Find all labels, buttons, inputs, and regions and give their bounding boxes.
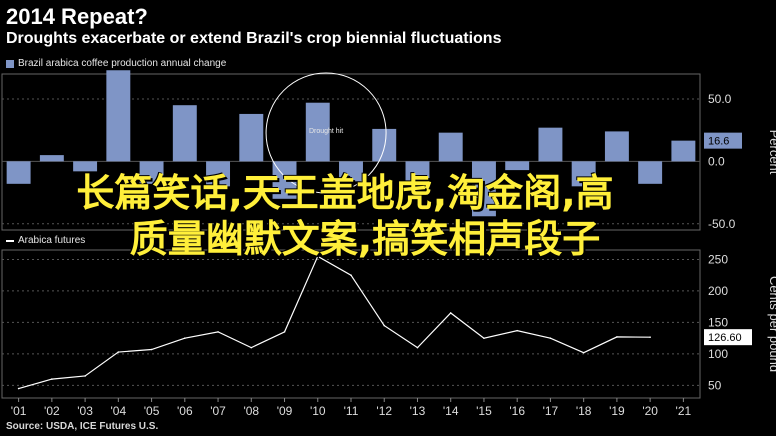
bar-panel-frame	[1, 73, 701, 231]
arabica-futures-point	[649, 336, 651, 338]
x-tick-label: '10	[310, 404, 326, 418]
arabica-futures-line	[18, 255, 651, 390]
arabica-futures-point	[582, 351, 585, 354]
bar-mark	[671, 140, 696, 162]
arabica-futures-point	[350, 274, 352, 276]
bar-mark	[6, 161, 31, 184]
x-tick-label: '12	[376, 404, 392, 418]
x-tick-label: '17	[543, 404, 559, 418]
bar-ytick-label: -50.0	[708, 217, 736, 231]
bar-mark	[139, 161, 164, 184]
x-tick-label: '07	[210, 404, 226, 418]
bar-mark	[372, 128, 397, 162]
bar-mark	[438, 132, 463, 162]
bar-mark	[604, 131, 629, 162]
bar-mark	[272, 161, 297, 199]
bar-mark	[305, 102, 330, 162]
drought-annotation-circle	[265, 72, 387, 194]
x-tick-label: '11	[344, 404, 359, 418]
bar-legend-label: Brazil arabica coffee production annual …	[18, 58, 227, 69]
x-tick-label: '21	[676, 404, 692, 418]
x-tick-label: '08	[243, 404, 259, 418]
x-tick-label: '20	[642, 404, 658, 418]
arabica-futures-point	[283, 331, 286, 333]
x-tick-label: '05	[144, 404, 160, 418]
chart-subtitle: Droughts exacerbate or extend Brazil's c…	[6, 30, 502, 47]
x-tick-label: '04	[111, 404, 127, 418]
x-tick-label: '13	[410, 404, 426, 418]
arabica-futures-point	[416, 346, 419, 349]
line-ytick-label: 50	[708, 378, 722, 392]
bar-mark	[239, 113, 264, 162]
bar-ylabel: Percent	[767, 130, 776, 175]
x-tick-label: '02	[44, 404, 60, 418]
line-ytick-label: 250	[708, 252, 728, 266]
arabica-futures-point	[184, 337, 186, 339]
line-legend-swatch	[6, 239, 14, 242]
x-tick-label: '01	[11, 404, 27, 418]
arabica-futures-point	[250, 346, 253, 349]
overlay-text: 长篇笑话,天王盖地虎,淘金阁,高 质量幽默文案,搞笑相声段子	[0, 170, 690, 262]
x-tick-label: '03	[77, 404, 93, 418]
x-tick-label: '19	[609, 404, 625, 418]
line-legend: Arabica futures	[6, 235, 85, 246]
arabica-futures-point	[383, 324, 386, 327]
line-ytick-label: 100	[708, 347, 728, 361]
x-tick-label: '06	[177, 404, 193, 418]
bar-mark	[471, 161, 496, 217]
source-note: Source: USDA, ICE Futures U.S.	[6, 421, 159, 432]
line-legend-label: Arabica futures	[18, 235, 86, 246]
arabica-futures-point	[117, 351, 120, 353]
bar-mark	[339, 161, 363, 182]
bar-mark	[538, 127, 563, 162]
overlay-line-2: 质量幽默文案,搞笑相声段子	[129, 217, 601, 261]
line-ytick-label: 150	[708, 315, 728, 329]
line-ylabel: Cents per pound	[767, 276, 776, 372]
line-last-value-label: 126.60	[708, 332, 742, 344]
bar-mark	[106, 70, 131, 162]
bar-mark	[39, 155, 64, 162]
line-ytick-label: 200	[708, 284, 728, 298]
bar-ytick-label: 50.0	[708, 92, 732, 106]
arabica-futures-point	[17, 387, 20, 390]
bar-legend: Brazil arabica coffee production annual …	[6, 58, 226, 69]
bar-mark	[505, 161, 530, 171]
arabica-futures-point	[449, 312, 452, 314]
overlay-line-1: 长篇笑话,天王盖地虎,淘金阁,高	[76, 171, 614, 215]
line-last-value-box	[704, 329, 752, 346]
arabica-futures-point	[549, 337, 552, 339]
bar-legend-swatch	[6, 59, 14, 68]
arabica-futures-point	[616, 336, 618, 338]
bar-mark	[638, 161, 663, 184]
x-tick-label: '18	[576, 404, 592, 418]
arabica-futures-point	[150, 348, 153, 351]
x-tick-label: '15	[476, 404, 492, 418]
arabica-futures-point	[316, 255, 319, 258]
bar-ytick-label: 0.0	[708, 154, 725, 168]
chart-title: 2014 Repeat?	[6, 4, 148, 29]
x-tick-label: '09	[277, 404, 293, 418]
bar-mark	[206, 161, 231, 187]
bar-mark	[571, 161, 596, 187]
drought-annotation-label: Drought hit	[309, 128, 343, 135]
arabica-futures-point	[217, 331, 219, 333]
x-tick-label: '14	[443, 404, 459, 418]
bar-mark	[73, 161, 98, 172]
arabica-futures-point	[84, 375, 86, 377]
arabica-futures-point	[516, 329, 518, 332]
x-tick-label: '16	[509, 404, 525, 418]
bar-last-value-label: 16.6	[708, 136, 729, 148]
bar-mark	[172, 105, 197, 162]
arabica-futures-point	[51, 378, 53, 380]
bar-last-value-box	[704, 132, 742, 149]
arabica-futures-point	[483, 337, 485, 339]
bar-mark	[405, 161, 430, 187]
line-panel-frame	[1, 249, 701, 399]
